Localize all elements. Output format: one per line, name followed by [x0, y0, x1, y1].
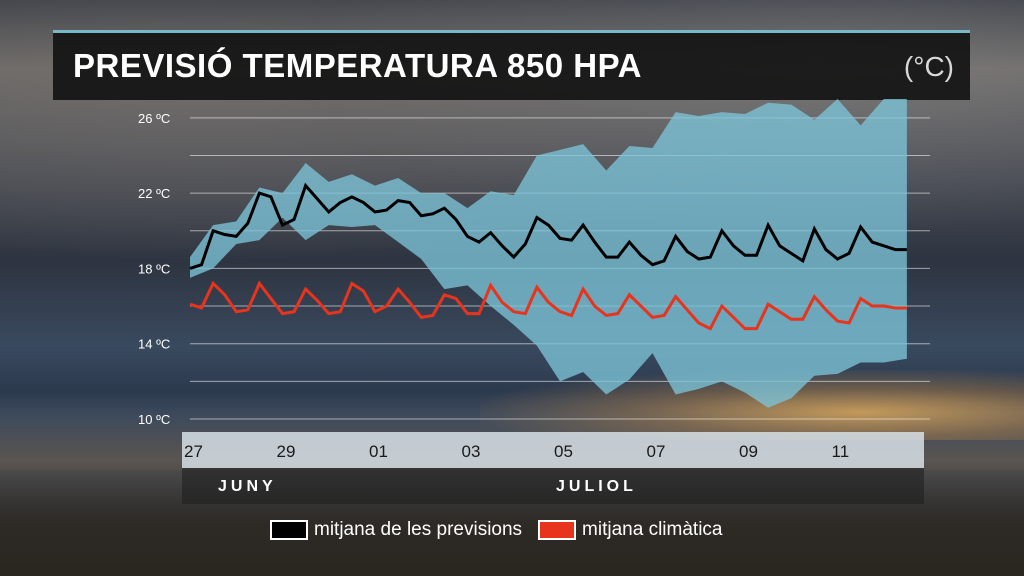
y-tick-label: 22 ºC	[138, 186, 170, 201]
month-label-juny: JUNY	[218, 478, 277, 495]
legend-label-climate: mitjana climàtica	[582, 519, 723, 540]
y-tick-label: 14 ºC	[138, 337, 170, 352]
x-tick-label: 03	[462, 442, 481, 461]
unit-label: (°C)	[903, 51, 954, 82]
legend-label-forecast: mitjana de les previsions	[314, 519, 523, 540]
x-tick-label: 09	[739, 442, 758, 461]
chart-legend: mitjana de les previsions mitjana climàt…	[270, 516, 810, 544]
forecast-spread-band	[190, 99, 907, 408]
y-tick-label: 10 ºC	[138, 412, 170, 427]
x-tick-label: 27	[184, 442, 203, 461]
x-axis-band	[182, 432, 924, 468]
legend-item-forecast: mitjana de les previsions	[270, 519, 522, 541]
forecast-mean-line	[189, 182, 907, 270]
x-tick-label: 29	[277, 442, 296, 461]
x-tick-label: 01	[369, 442, 388, 461]
legend-item-climate: mitjana climàtica	[538, 519, 722, 541]
month-band	[182, 468, 924, 504]
page-title: PREVISIÓ TEMPERATURA 850 HPA	[73, 47, 642, 84]
x-tick-label: 05	[554, 442, 573, 461]
x-tick-label: 11	[832, 442, 850, 461]
legend-swatch-forecast	[270, 520, 308, 540]
climate-mean-line	[189, 280, 907, 331]
legend-swatch-climate	[538, 520, 577, 540]
y-tick-label: 26 ºC	[138, 111, 170, 126]
month-label-juliol: JULIOL	[556, 478, 637, 495]
y-tick-label: 18 ºC	[138, 261, 170, 276]
title-bar: PREVISIÓ TEMPERATURA 850 HPA (°C)	[53, 30, 970, 100]
x-tick-label: 07	[647, 442, 666, 461]
